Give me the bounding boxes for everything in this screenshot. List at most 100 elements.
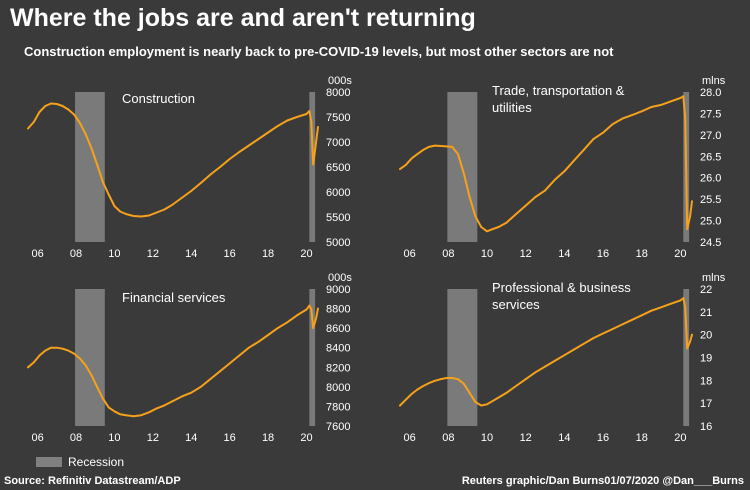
- data-point: [90, 147, 93, 149]
- data-point: [573, 348, 575, 351]
- data-point: [679, 97, 682, 99]
- data-point: [686, 228, 689, 231]
- data-point: [524, 378, 527, 381]
- x-tick-label: 08: [70, 432, 82, 444]
- series-line: [399, 297, 693, 407]
- x-tick-label: 06: [31, 248, 43, 260]
- data-point: [495, 397, 498, 400]
- x-tick-label: 10: [108, 432, 120, 444]
- data-point: [38, 111, 41, 113]
- panel-title: Professional & business services: [492, 280, 631, 312]
- data-point: [631, 318, 633, 321]
- unit-label: mlns: [702, 272, 726, 284]
- y-tick-label: 27.5: [700, 108, 721, 120]
- data-point: [410, 157, 413, 160]
- x-tick-label: 06: [31, 432, 43, 444]
- x-tick-label: 10: [108, 248, 120, 260]
- data-point: [247, 144, 250, 147]
- data-point: [44, 349, 47, 352]
- data-point: [422, 385, 425, 387]
- data-point: [119, 413, 122, 416]
- y-tick-label: 21: [700, 307, 712, 319]
- data-point: [50, 346, 52, 349]
- y-tick-label: 19: [700, 353, 712, 365]
- data-point: [582, 148, 585, 151]
- recession-band: [309, 289, 316, 426]
- data-point: [592, 337, 595, 339]
- y-tick-label: 20: [700, 330, 712, 342]
- y-tick-label: 25.0: [700, 216, 721, 228]
- data-point: [27, 366, 29, 369]
- data-point: [497, 226, 500, 228]
- data-point: [199, 385, 202, 388]
- data-point: [107, 406, 110, 409]
- data-point: [276, 327, 279, 330]
- data-point: [399, 404, 401, 407]
- data-point: [308, 304, 311, 307]
- data-point: [317, 307, 319, 310]
- data-point: [125, 414, 127, 417]
- y-tick-label: 24.5: [700, 237, 721, 249]
- data-point: [480, 226, 483, 228]
- data-point: [67, 349, 70, 352]
- data-point: [219, 370, 221, 373]
- data-point: [61, 105, 64, 107]
- data-point: [660, 306, 662, 309]
- data-point: [199, 182, 202, 184]
- data-point: [308, 110, 311, 112]
- source-note: Source: Refinitiv Datastream/ADP: [4, 475, 181, 487]
- legend: Recession: [36, 455, 124, 469]
- x-tick-label: 20: [300, 248, 312, 260]
- x-tick-label: 18: [262, 248, 274, 260]
- x-tick-label: 16: [224, 248, 236, 260]
- data-point: [660, 103, 662, 106]
- data-point: [404, 398, 407, 401]
- data-point: [534, 371, 537, 374]
- data-point: [267, 131, 269, 134]
- data-point: [163, 404, 166, 407]
- data-point: [404, 163, 407, 166]
- data-point: [686, 347, 689, 350]
- series-line: [399, 95, 693, 233]
- y-tick-label: 8400: [326, 343, 350, 355]
- data-point: [310, 121, 313, 123]
- x-tick-label: 10: [481, 432, 493, 444]
- data-point: [119, 210, 122, 213]
- data-point: [474, 401, 477, 403]
- data-point: [428, 145, 430, 148]
- data-point: [462, 382, 465, 385]
- data-point: [190, 391, 193, 394]
- data-point: [422, 148, 425, 151]
- y-tick-label: 7600: [326, 421, 350, 433]
- data-point: [32, 361, 35, 364]
- data-point: [27, 127, 29, 130]
- data-point: [669, 100, 672, 103]
- recession-band: [75, 92, 105, 242]
- y-tick-label: 26.0: [700, 173, 721, 185]
- x-tick-label: 12: [520, 248, 532, 260]
- panel-title: Trade, transportation & utilities: [492, 83, 625, 115]
- y-tick-label: 18: [700, 375, 712, 387]
- data-point: [286, 321, 289, 324]
- panel-title-line: Trade, transportation &: [492, 83, 625, 98]
- data-point: [140, 215, 143, 218]
- data-point: [445, 145, 448, 148]
- data-point: [78, 122, 81, 124]
- data-point: [73, 352, 75, 355]
- data-point: [468, 196, 471, 198]
- x-tick-label: 18: [262, 432, 274, 444]
- data-point: [171, 204, 173, 206]
- unit-label: 000s: [328, 75, 352, 87]
- data-point: [416, 153, 419, 156]
- y-tick-label: 8000: [326, 382, 350, 394]
- x-tick-label: 12: [520, 432, 532, 444]
- data-point: [67, 108, 70, 111]
- data-point: [486, 230, 488, 233]
- data-point: [602, 131, 604, 134]
- x-tick-label: 10: [481, 248, 493, 260]
- data-point: [592, 138, 595, 141]
- x-tick-label: 18: [636, 248, 648, 260]
- y-tick-label: 9000: [326, 284, 350, 296]
- data-point: [238, 151, 241, 153]
